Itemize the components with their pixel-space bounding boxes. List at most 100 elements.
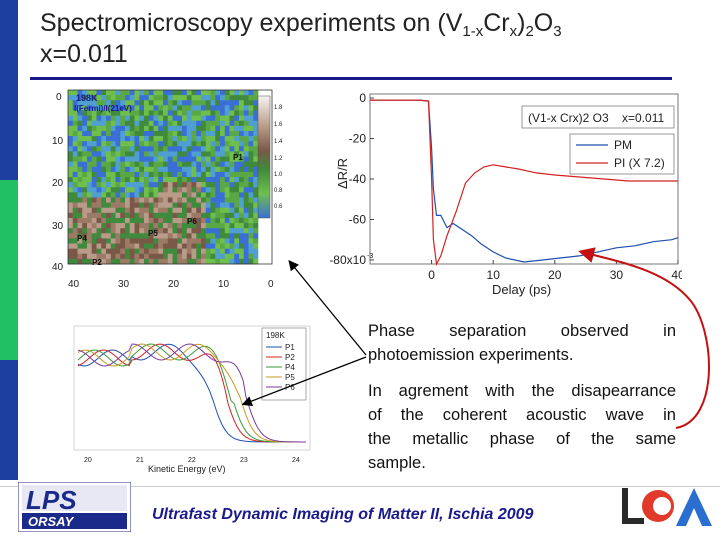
map-cell: [91, 100, 97, 106]
map-cell: [182, 197, 188, 203]
map-cell: [125, 115, 131, 122]
map-cell: [177, 105, 183, 111]
map-cell: [129, 207, 135, 214]
map-cell: [68, 177, 74, 183]
map-cell: [220, 233, 226, 239]
map-cell: [68, 120, 74, 127]
map-cell: [129, 238, 135, 244]
map-cell: [68, 146, 74, 152]
map-cell: [172, 233, 178, 239]
map-cell: [220, 258, 226, 265]
map-cell: [172, 151, 178, 157]
map-cell: [129, 95, 135, 101]
map-cell: [148, 243, 154, 249]
map-cell: [177, 182, 183, 188]
map-cell: [253, 105, 259, 111]
map-cell: [115, 166, 121, 173]
map-cell: [106, 202, 112, 209]
map-cell: [182, 115, 188, 122]
map-cell: [243, 141, 249, 147]
map-cell: [248, 120, 254, 127]
map-cell: [139, 125, 145, 132]
map-cell: [144, 187, 150, 193]
map-cell: [210, 248, 216, 255]
map-cell: [234, 125, 240, 132]
map-cell: [172, 202, 178, 209]
map-cell: [239, 233, 245, 239]
map-cell: [106, 233, 112, 239]
map-cell: [158, 228, 164, 234]
map-cell: [144, 141, 150, 147]
map-cell: [158, 95, 164, 101]
map-cell: [163, 115, 169, 122]
map-cell: [220, 146, 226, 152]
map-cell: [229, 120, 235, 127]
map-cell: [144, 258, 150, 265]
map-cell: [101, 177, 107, 183]
map-cell: [205, 192, 211, 198]
map-cell: [234, 156, 240, 162]
map-cell: [205, 177, 211, 183]
map-cell: [167, 166, 173, 173]
map-cell: [177, 187, 183, 193]
map-cell: [106, 171, 112, 178]
map-cell: [177, 156, 183, 162]
map-cell: [68, 105, 74, 111]
map-cell: [139, 161, 145, 168]
map-cell: [129, 228, 135, 234]
map-cell: [210, 125, 216, 132]
map-cell: [148, 212, 154, 219]
map-cell: [125, 248, 131, 255]
map-cell: [196, 243, 202, 249]
map-cell: [125, 187, 131, 193]
map-cell: [220, 120, 226, 127]
map-cell: [243, 202, 249, 209]
map-cell: [125, 125, 131, 132]
map-cell: [182, 217, 188, 224]
legend-label-pm: PM: [614, 138, 632, 152]
map-cell: [96, 243, 102, 249]
map-cell: [148, 115, 154, 122]
map-cell: [220, 100, 226, 106]
map-cell: [229, 115, 235, 122]
map-cell: [144, 156, 150, 162]
map-cell: [101, 105, 107, 111]
map-cell: [153, 130, 159, 137]
map-cell: [144, 197, 150, 203]
map-cell: [101, 202, 107, 209]
map-cell: [191, 151, 197, 157]
map-cell: [115, 233, 121, 239]
map-cell: [87, 161, 93, 168]
map-cell: [110, 141, 116, 147]
map-cell: [196, 161, 202, 168]
map-cell: [134, 212, 140, 219]
map-cell: [101, 253, 107, 260]
map-cell: [163, 90, 169, 96]
map-cell: [177, 223, 183, 229]
map-cell: [129, 161, 135, 168]
map-cell: [115, 161, 121, 168]
map-cell: [248, 223, 254, 229]
map-cell: [196, 217, 202, 224]
map-cell: [134, 253, 140, 260]
map-cell: [134, 243, 140, 249]
map-cell: [191, 120, 197, 127]
map-cell: [101, 207, 107, 214]
map-cell: [68, 248, 74, 255]
map-cell: [158, 100, 164, 106]
map-cell: [248, 151, 254, 157]
map-cell: [172, 238, 178, 244]
map-cell: [144, 212, 150, 219]
map-cell: [106, 141, 112, 147]
map-cell: [87, 223, 93, 229]
map-cell: [77, 171, 83, 178]
map-cell: [205, 243, 211, 249]
map-cell: [215, 243, 221, 249]
accent-bar-green: [0, 180, 18, 360]
map-cell: [182, 238, 188, 244]
map-cell: [210, 171, 216, 178]
map-cell: [167, 217, 173, 224]
map-cell: [243, 130, 249, 137]
map-cell: [229, 130, 235, 137]
map-cell: [120, 233, 126, 239]
